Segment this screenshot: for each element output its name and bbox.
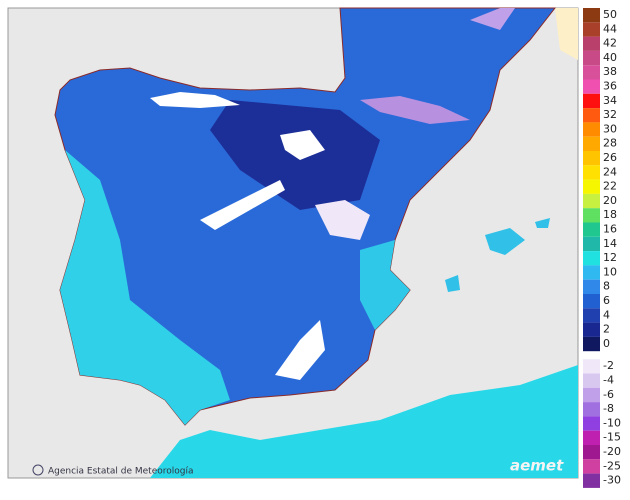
legend-swatch [583, 79, 600, 94]
legend-label: -20 [603, 445, 621, 458]
credit: Agencia Estatal de Meteorología [48, 467, 194, 477]
copyright-icon [32, 464, 44, 476]
legend-label: 38 [603, 65, 617, 78]
legend-swatch [583, 165, 600, 180]
legend-swatch [583, 236, 600, 252]
legend-swatch [583, 373, 600, 388]
legend-label: 2 [603, 323, 610, 336]
legend-label: -30 [603, 474, 621, 487]
legend-label: 18 [603, 208, 617, 221]
legend-swatch [583, 308, 600, 323]
legend-label: 10 [603, 265, 617, 278]
legend-label: 14 [603, 237, 617, 250]
legend-label: 44 [603, 22, 617, 35]
legend-swatch [583, 359, 600, 374]
legend-swatch [583, 473, 600, 488]
legend-label: 26 [603, 151, 617, 164]
mallorca [485, 228, 525, 255]
logo: aemet [510, 457, 564, 475]
legend-label: 0 [603, 337, 610, 350]
legend-swatch [583, 193, 600, 209]
warm-zone-east [360, 240, 410, 330]
legend-swatch [583, 387, 600, 403]
legend-swatch [583, 402, 600, 417]
legend-label: 36 [603, 80, 617, 93]
legend-label: 8 [603, 280, 610, 293]
legend: 5044424038363432302826242220181614121086… [583, 8, 621, 488]
warm-zone-west [60, 150, 230, 425]
legend-label: 20 [603, 194, 617, 207]
legend-label: 42 [603, 37, 617, 50]
legend-swatch [583, 294, 600, 309]
snow-cantabria [150, 92, 240, 108]
legend-swatch [583, 445, 600, 460]
legend-label: 50 [603, 8, 617, 21]
legend-label: 12 [603, 251, 617, 264]
legend-swatch [583, 136, 600, 151]
legend-label: 16 [603, 223, 617, 236]
legend-swatch [583, 8, 600, 23]
legend-swatch [583, 36, 600, 51]
legend-label: 34 [603, 94, 617, 107]
legend-label: 6 [603, 294, 610, 307]
legend-label: 40 [603, 51, 617, 64]
snow-pyrenees [360, 96, 470, 124]
legend-swatch [583, 179, 600, 194]
legend-label: -8 [603, 402, 614, 415]
legend-swatch [583, 251, 600, 266]
africa [150, 365, 578, 478]
snow-alps [470, 8, 515, 30]
legend-label: 24 [603, 165, 617, 178]
legend-swatch [583, 222, 600, 237]
legend-swatch [583, 151, 600, 166]
legend-swatch [583, 416, 600, 431]
legend-label: -25 [603, 459, 621, 472]
legend-swatch [583, 65, 600, 80]
legend-swatch [583, 279, 600, 294]
menorca [535, 218, 550, 228]
legend-label: 22 [603, 180, 617, 193]
legend-swatch [583, 108, 600, 123]
legend-swatch [583, 322, 600, 337]
snow-nevada [275, 320, 325, 380]
legend-swatch [583, 93, 600, 109]
legend-swatch [583, 22, 600, 37]
legend-label: -10 [603, 416, 621, 429]
legend-label: 28 [603, 137, 617, 150]
legend-swatch [583, 459, 600, 474]
legend-swatch [583, 430, 600, 445]
legend-swatch [583, 265, 600, 280]
ibiza [445, 275, 460, 292]
legend-label: -2 [603, 359, 614, 372]
snow-iberico [280, 130, 325, 160]
legend-swatch [583, 50, 600, 66]
snow-teruel [315, 200, 370, 240]
legend-label: 30 [603, 122, 617, 135]
snow-central [200, 180, 285, 230]
legend-swatch [583, 208, 600, 223]
legend-label: -15 [603, 431, 621, 444]
legend-swatch [583, 336, 600, 352]
legend-label: -6 [603, 388, 614, 401]
legend-label: 32 [603, 108, 617, 121]
legend-swatch [583, 122, 600, 137]
legend-label: 4 [603, 308, 610, 321]
legend-label: -4 [603, 374, 614, 387]
france-land [555, 8, 578, 60]
